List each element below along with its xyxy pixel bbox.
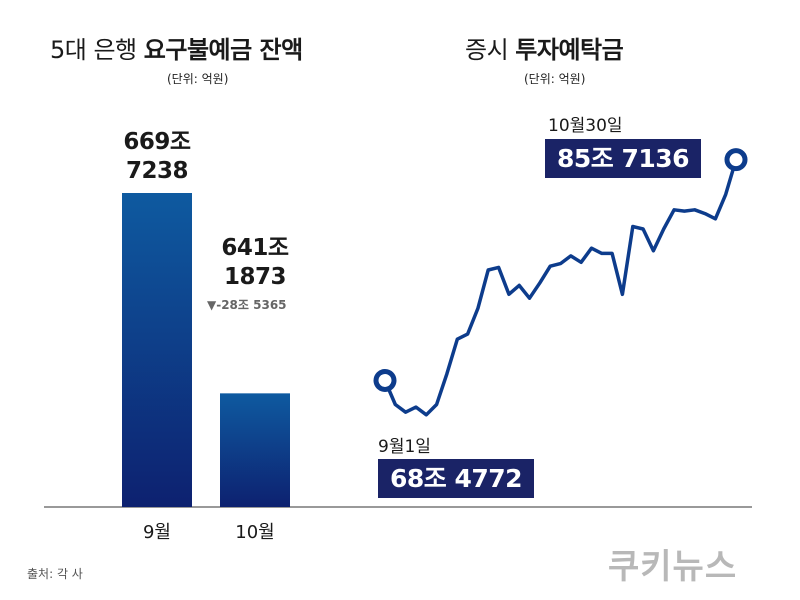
start-point-marker <box>373 368 397 392</box>
start-value-box: 68조 4772 <box>378 459 535 498</box>
bar-change-label: ▼-28조 5365 <box>207 298 287 312</box>
source-note: 출처: 각 사 <box>27 567 83 581</box>
bar-1 <box>220 393 290 507</box>
left-chart-title: 5대 은행 요구불예금 잔액 <box>50 36 303 64</box>
bar-value-label-oct: 641조 1873 <box>221 235 289 290</box>
bar-0 <box>122 193 192 507</box>
right-chart-title: 증시 투자예탁금 <box>465 36 624 64</box>
left-chart-unit: (단위: 억원) <box>167 72 229 86</box>
end-point-marker <box>724 148 748 172</box>
end-value-box: 85조 7136 <box>545 139 702 178</box>
bar-value-label-sep: 669조 7238 <box>123 129 191 184</box>
series-line <box>383 157 738 417</box>
x-category-sep: 9월 <box>142 522 171 543</box>
right-chart-unit: (단위: 억원) <box>524 72 586 86</box>
start-date-label: 9월1일 <box>378 437 431 457</box>
x-category-oct: 10월 <box>235 522 275 543</box>
end-date-label: 10월30일 <box>548 116 623 136</box>
brand-logo: 쿠키뉴스 <box>608 547 738 587</box>
